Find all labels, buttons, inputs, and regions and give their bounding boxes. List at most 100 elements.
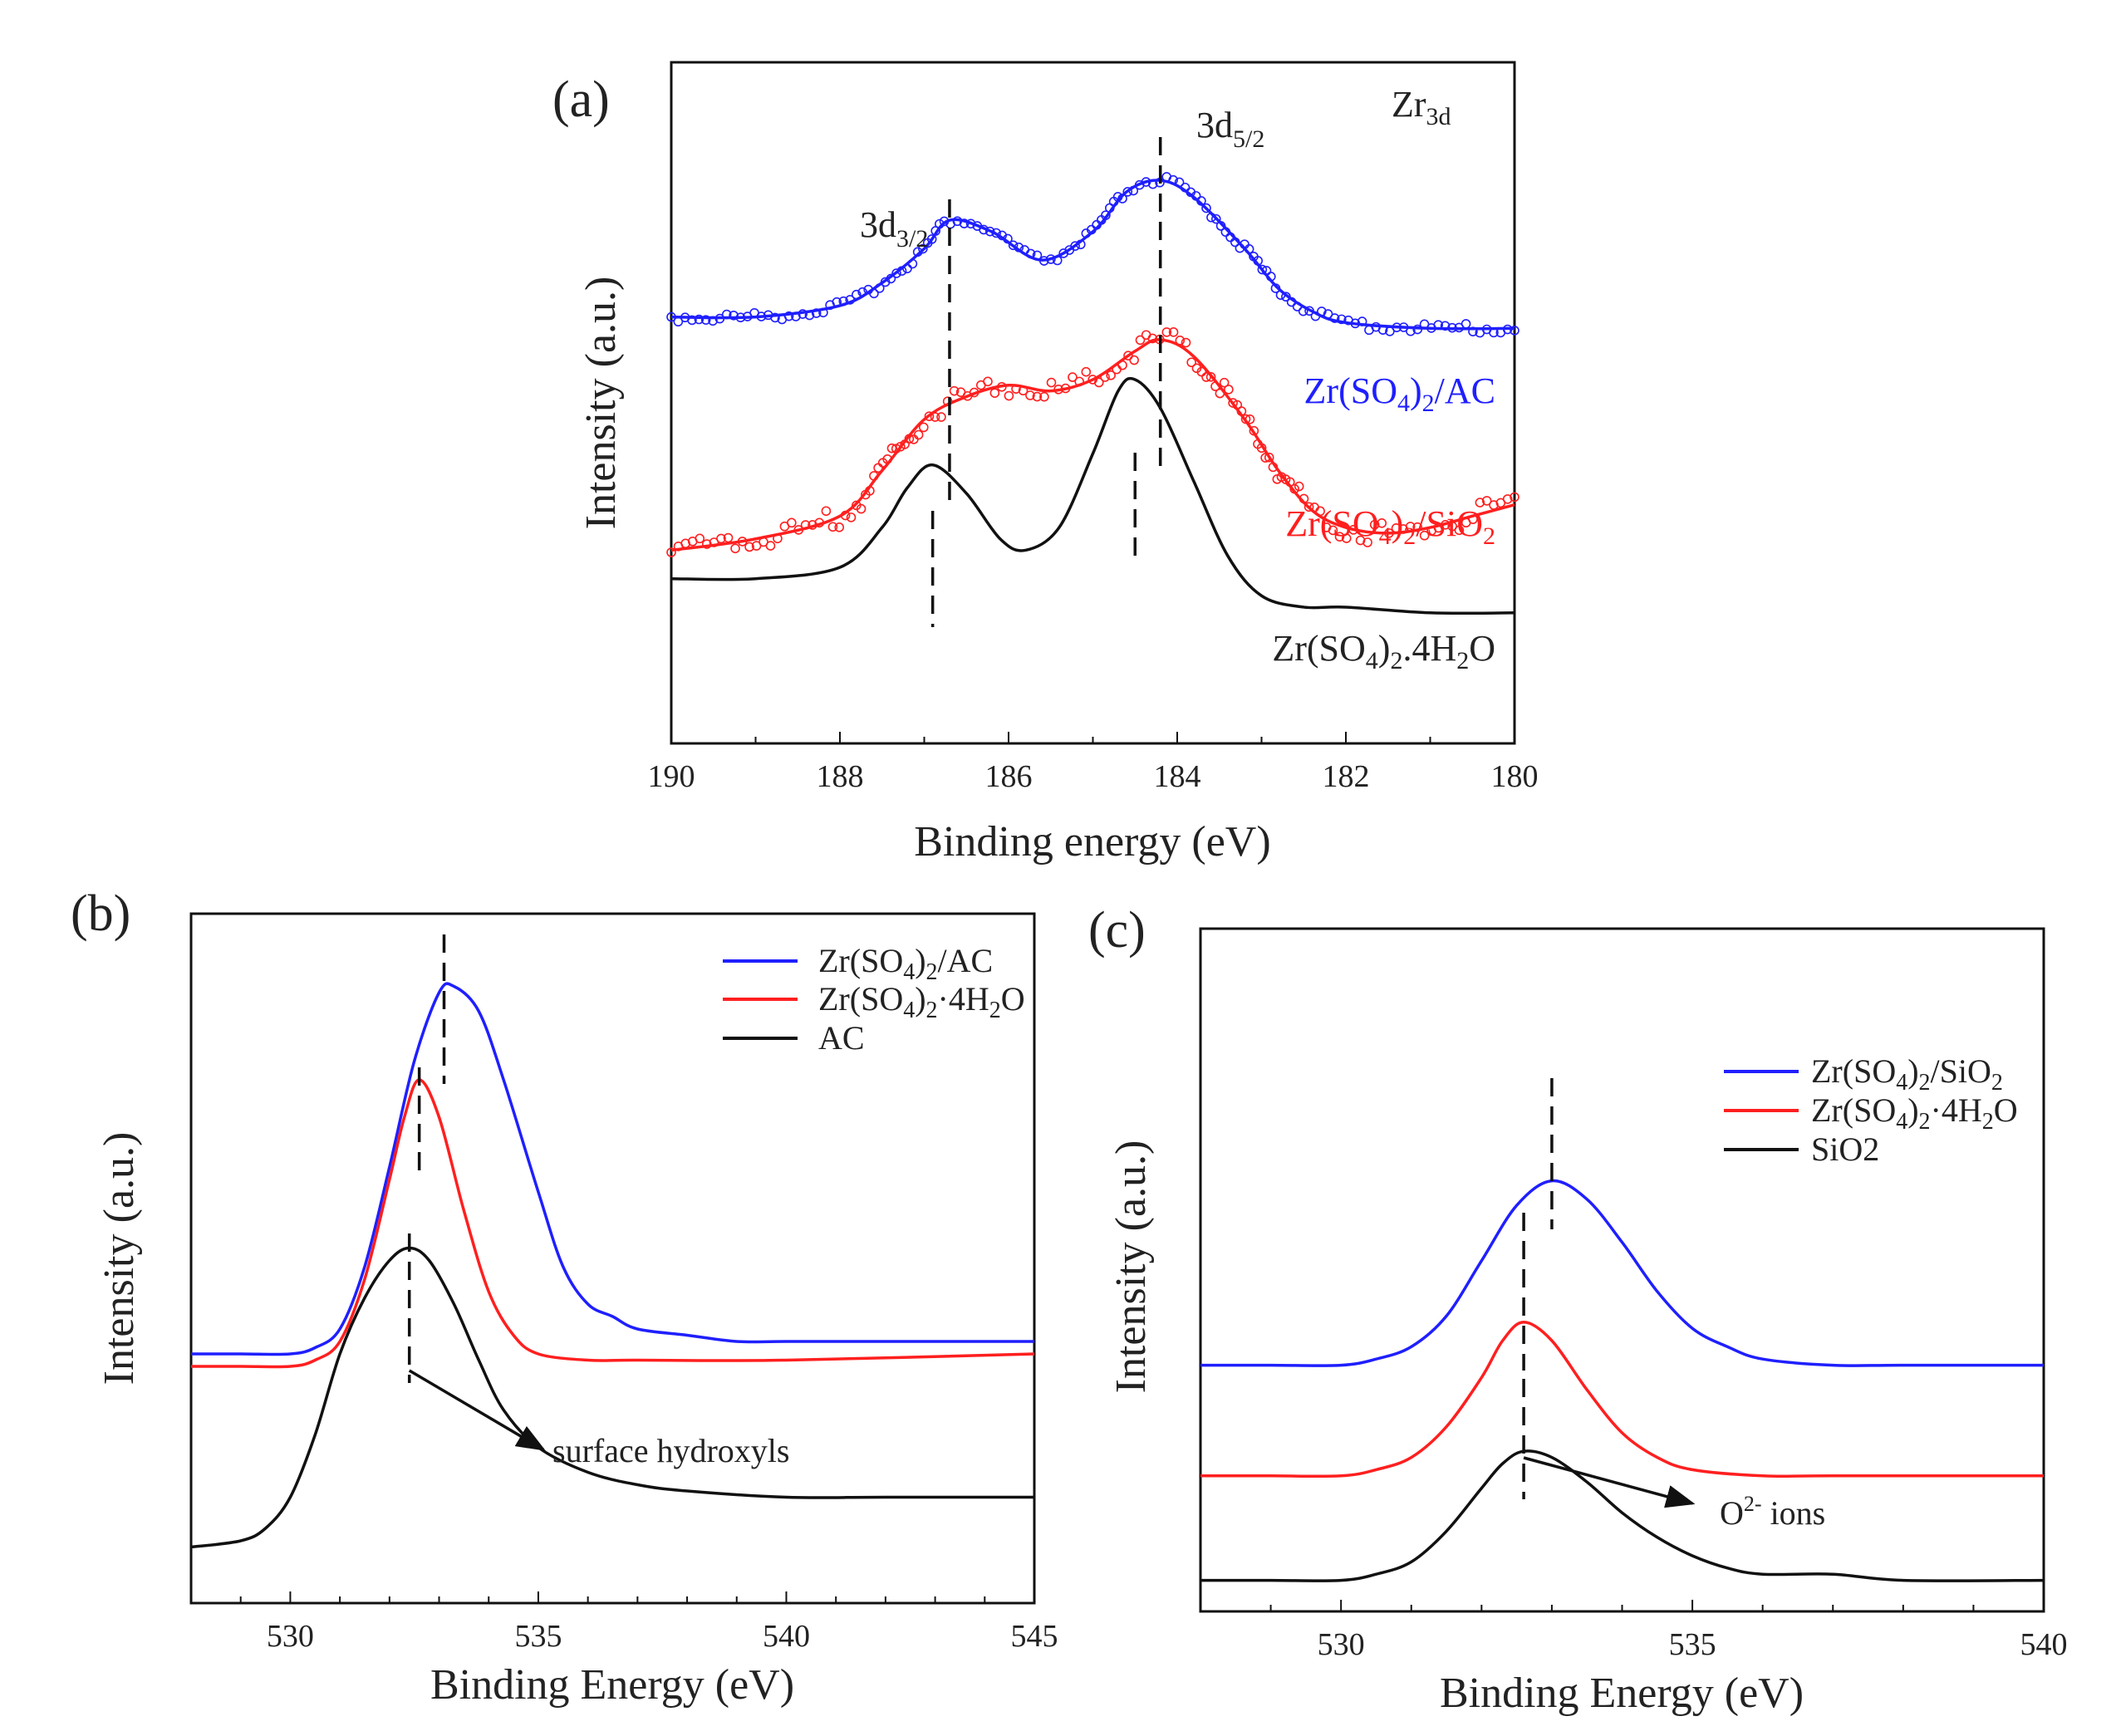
series-label-zr-ac: Zr(SO4)2/AC: [1304, 370, 1495, 417]
data-point-marker: [827, 522, 838, 532]
data-point-marker: [979, 224, 989, 235]
data-point-marker: [834, 522, 845, 532]
data-point-marker: [1210, 381, 1220, 391]
data-point-marker: [1257, 264, 1268, 275]
data-point-marker: [1128, 185, 1139, 196]
data-point-marker: [1510, 326, 1519, 336]
data-point-marker: [936, 412, 946, 422]
data-point-marker: [1161, 327, 1172, 337]
data-point-marker: [1011, 384, 1021, 394]
data-point-marker: [1191, 191, 1201, 201]
data-point-marker: [1219, 377, 1230, 388]
data-point-marker: [1196, 196, 1206, 206]
data-point-marker: [926, 234, 937, 244]
panel-c-frame: [1199, 927, 2045, 1613]
data-point-marker: [1286, 297, 1297, 307]
legend-entry-ac: AC: [818, 1019, 865, 1057]
data-point-marker: [1377, 518, 1387, 528]
data-point-marker: [1298, 306, 1308, 316]
panel-b-x-ticks: 530 535 540 545: [190, 1591, 1058, 1654]
data-point-marker: [1112, 192, 1123, 202]
legend-entry-zr-sio2: Zr(SO4)2/SiO2: [1811, 1052, 2003, 1096]
data-point-marker: [666, 547, 676, 557]
data-point-marker: [1334, 532, 1345, 542]
series-line: [1200, 1321, 2044, 1479]
x-tick-label: 188: [817, 759, 864, 794]
data-point-marker: [1266, 272, 1276, 282]
data-point-marker: [1117, 194, 1127, 204]
data-point-marker: [1362, 537, 1372, 547]
panel-b: (b) 530 535 540 545 Binding Energy (eV) Int…: [71, 885, 1058, 1709]
data-point-marker: [1168, 327, 1179, 337]
x-tick-label: 182: [1323, 759, 1370, 794]
data-point-marker: [902, 263, 912, 274]
data-point-marker: [1174, 177, 1185, 188]
data-point-marker: [1275, 290, 1286, 300]
data-point-marker: [935, 218, 945, 229]
data-point-marker: [1447, 322, 1457, 333]
x-tick-label: 180: [1491, 759, 1539, 794]
data-point-marker: [1046, 254, 1056, 264]
data-point-marker: [1510, 492, 1519, 503]
data-point-marker: [1392, 322, 1402, 332]
data-point-marker: [1303, 502, 1314, 512]
data-point-marker: [1289, 483, 1299, 494]
x-tick-label: 535: [514, 1619, 562, 1654]
data-point-marker: [845, 295, 855, 305]
panel-c-legend: Zr(SO4)2/SiO2 Zr(SO4)2·4H2O SiO2: [1724, 1052, 2018, 1168]
data-point-marker: [1441, 520, 1451, 530]
data-point-marker: [1075, 239, 1086, 250]
data-point-marker: [1244, 244, 1254, 254]
data-point-marker: [721, 309, 732, 320]
data-point-marker: [1175, 336, 1186, 346]
data-point-marker: [1475, 498, 1485, 508]
data-point-marker: [1264, 452, 1274, 463]
data-point-marker: [1433, 320, 1444, 330]
data-point-marker: [1357, 316, 1367, 326]
data-point-marker: [687, 315, 697, 326]
data-point-marker: [1215, 388, 1225, 399]
data-point-marker: [1008, 240, 1019, 251]
data-point-marker: [800, 520, 811, 530]
data-point-marker: [896, 266, 907, 276]
x-tick-label: 540: [763, 1619, 810, 1654]
data-point-marker: [1025, 248, 1036, 259]
data-point-marker: [1081, 366, 1092, 377]
data-point-marker: [984, 226, 995, 237]
data-point-marker: [1038, 256, 1049, 266]
data-point-marker: [1215, 221, 1226, 231]
data-point-marker: [891, 444, 901, 454]
data-point-marker: [1206, 212, 1216, 223]
data-point-marker: [1236, 406, 1247, 416]
data-point-marker: [919, 422, 929, 433]
data-point-marker: [1405, 522, 1416, 532]
data-point-marker: [770, 312, 780, 323]
data-point-marker: [1032, 391, 1043, 402]
panel-b-y-axis-label: Intensity (a.u.): [96, 1132, 143, 1385]
data-point-marker: [930, 412, 940, 422]
data-point-marker: [1186, 357, 1196, 368]
panel-a-y-axis-label: Intensity (a.u.): [577, 277, 625, 530]
series-line: [190, 1078, 1035, 1369]
panel-a-x-axis-label: Binding energy (eV): [914, 818, 1270, 866]
data-point-marker: [1299, 493, 1309, 504]
data-point-marker: [1106, 370, 1116, 380]
data-point-marker: [1489, 327, 1499, 338]
data-point-marker: [983, 376, 993, 387]
data-point-marker: [1068, 372, 1078, 382]
data-point-marker: [756, 311, 767, 321]
data-point-marker: [1086, 224, 1097, 235]
data-point-marker: [846, 512, 857, 522]
legend-entry-zr-hydrate-c: Zr(SO4)2·4H2O: [1811, 1091, 2018, 1135]
data-point-marker: [1112, 364, 1122, 375]
data-point-marker: [904, 434, 915, 444]
data-point-marker: [991, 228, 1001, 238]
data-point-marker: [949, 385, 960, 396]
legend-entry-sio2: SiO2: [1811, 1130, 1879, 1168]
data-point-marker: [1260, 453, 1270, 463]
data-point-marker: [873, 463, 883, 473]
data-point-marker: [965, 218, 976, 229]
data-point-marker: [818, 307, 828, 318]
data-point-marker: [1440, 321, 1451, 331]
data-point-marker: [1253, 256, 1264, 266]
